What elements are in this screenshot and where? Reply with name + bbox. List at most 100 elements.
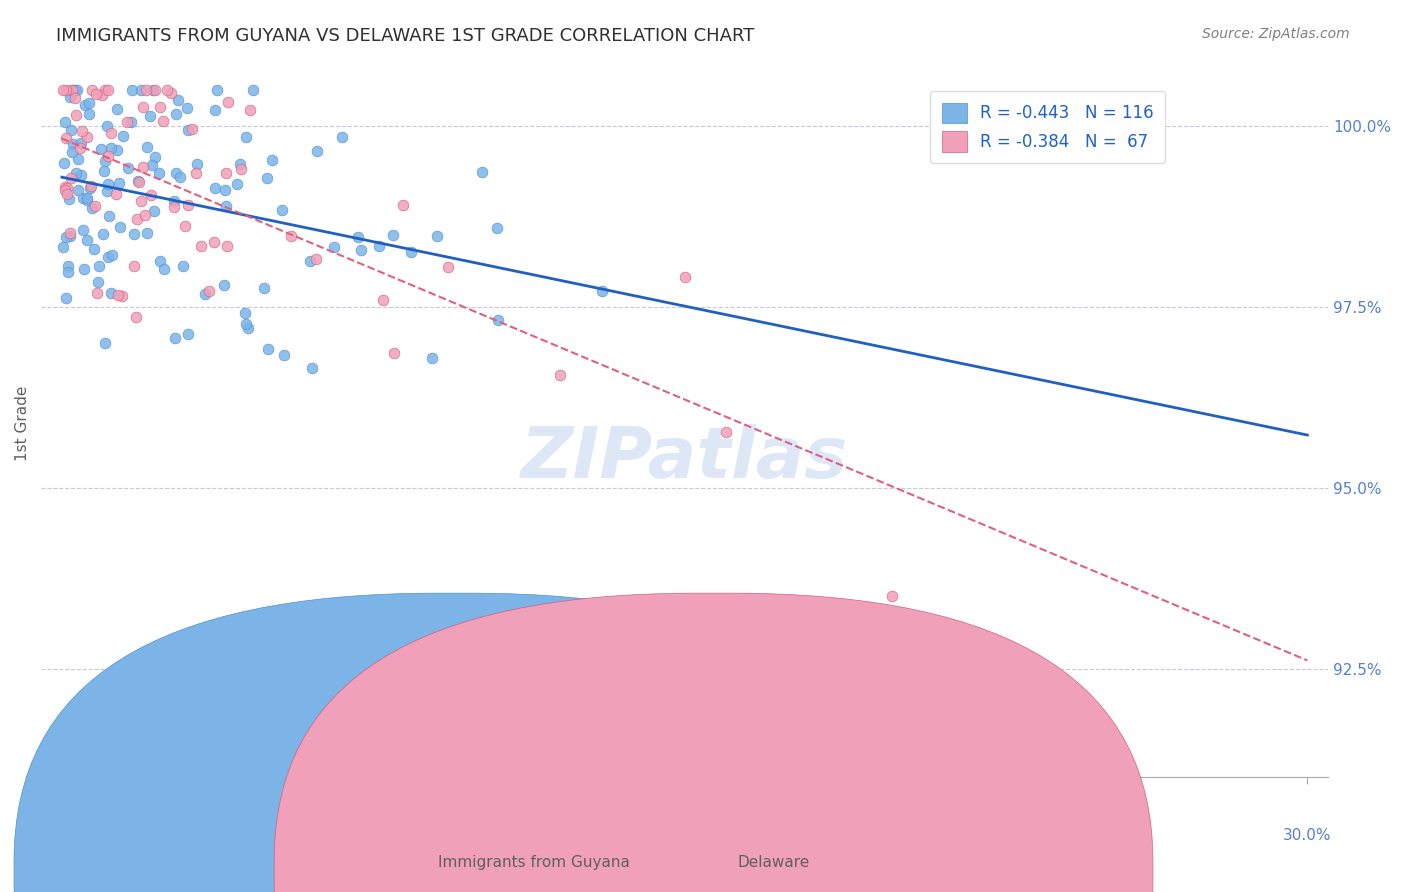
Point — [125, 310, 148, 325]
Point — [176, 198, 198, 212]
Point — [159, 86, 181, 100]
Point — [256, 342, 278, 356]
Point — [79, 181, 101, 195]
Point — [65, 166, 87, 180]
Point — [347, 230, 370, 244]
Point — [59, 89, 82, 103]
Point — [280, 229, 302, 244]
Point — [235, 317, 257, 331]
Point — [217, 95, 239, 109]
Point — [53, 156, 76, 170]
Point — [72, 191, 94, 205]
Point — [135, 83, 157, 97]
Point — [174, 219, 197, 234]
Point — [69, 168, 91, 182]
Point — [214, 277, 236, 292]
Point — [226, 177, 249, 191]
Point — [882, 589, 904, 603]
Point — [167, 93, 190, 107]
Point — [350, 244, 373, 258]
Point — [298, 254, 321, 268]
Point — [156, 83, 179, 97]
Point — [270, 202, 292, 217]
Point — [76, 193, 98, 207]
Point — [62, 136, 84, 151]
Point — [368, 239, 391, 253]
Point — [131, 100, 153, 114]
Point — [215, 166, 238, 180]
Point — [186, 157, 208, 171]
Point — [143, 149, 166, 163]
Point — [190, 238, 212, 252]
Point — [59, 228, 82, 243]
Point — [63, 91, 86, 105]
Point — [72, 223, 94, 237]
Point — [77, 96, 100, 111]
Point — [142, 83, 165, 97]
Point — [194, 286, 217, 301]
Point — [93, 83, 115, 97]
Point — [128, 175, 150, 189]
Point — [65, 108, 87, 122]
Point — [172, 259, 194, 273]
Point — [215, 239, 238, 253]
Point — [236, 320, 259, 334]
Point — [322, 239, 344, 253]
Text: ZIPatlas: ZIPatlas — [522, 424, 848, 492]
Point — [229, 157, 252, 171]
Point — [100, 285, 122, 300]
Point — [60, 83, 83, 97]
Point — [91, 88, 114, 103]
Point — [55, 186, 77, 201]
Point — [204, 103, 226, 117]
Point — [63, 83, 86, 97]
Point — [714, 425, 737, 439]
Point — [235, 306, 257, 320]
Point — [93, 153, 115, 168]
Point — [591, 284, 613, 298]
Point — [100, 141, 122, 155]
Point — [80, 179, 103, 194]
Point — [58, 192, 80, 206]
Point — [60, 122, 83, 136]
Point — [100, 126, 122, 140]
Point — [381, 228, 404, 243]
Point — [76, 233, 98, 247]
Point — [112, 129, 135, 144]
Point — [96, 83, 118, 97]
Point — [60, 171, 83, 186]
Point — [127, 174, 149, 188]
Point — [198, 285, 221, 299]
Point — [83, 243, 105, 257]
Point — [105, 187, 128, 202]
Point — [176, 101, 198, 115]
Point — [207, 83, 229, 97]
Point — [105, 143, 128, 157]
Point — [55, 131, 77, 145]
Point — [83, 199, 105, 213]
Point — [107, 176, 129, 190]
Point — [97, 149, 120, 163]
Point — [86, 286, 108, 301]
Point — [53, 115, 76, 129]
Point — [673, 269, 696, 284]
Text: 0.0%: 0.0% — [42, 828, 82, 843]
Point — [148, 166, 170, 180]
Point — [86, 275, 108, 289]
Point — [120, 115, 142, 129]
Point — [96, 184, 118, 198]
Point — [131, 83, 153, 97]
Point — [70, 123, 93, 137]
Point — [117, 161, 139, 175]
Point — [486, 312, 509, 326]
Text: Immigrants from Guyana: Immigrants from Guyana — [439, 855, 630, 870]
Point — [105, 102, 128, 116]
Point — [122, 227, 145, 242]
Point — [426, 228, 449, 243]
Point — [56, 259, 79, 273]
Point — [132, 160, 155, 174]
Point — [253, 281, 276, 295]
Point — [231, 162, 253, 177]
Point — [136, 226, 159, 240]
Point — [69, 136, 91, 150]
